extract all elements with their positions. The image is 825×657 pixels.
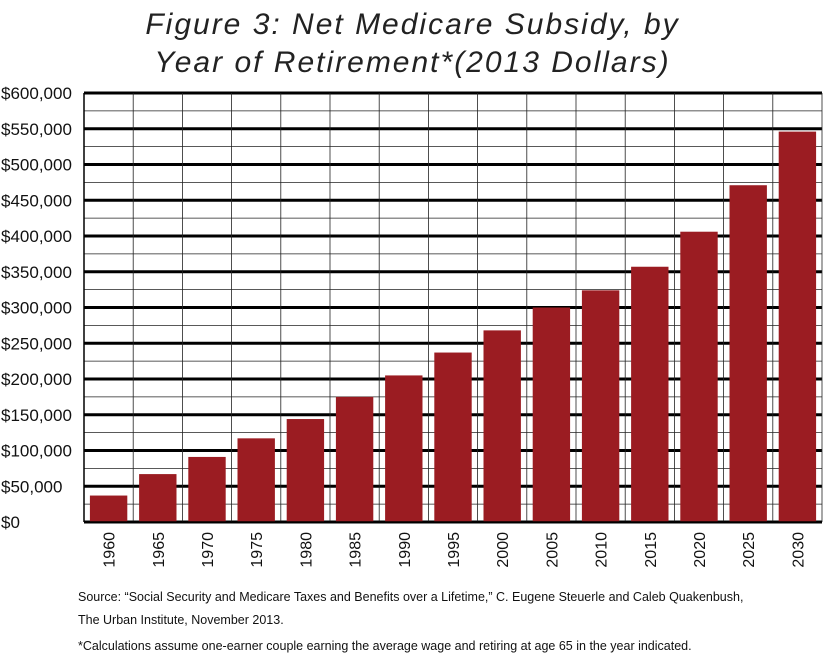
x-tick-label: 2025 xyxy=(741,532,758,568)
y-tick-label: $100,000 xyxy=(1,442,72,461)
bar xyxy=(385,375,423,522)
y-tick-label: $250,000 xyxy=(1,334,72,353)
y-tick-label: $350,000 xyxy=(1,263,72,282)
x-tick-label: 2000 xyxy=(495,532,512,568)
x-tick-label: 2015 xyxy=(643,532,660,568)
source-note-line-1: Source: “Social Security and Medicare Ta… xyxy=(78,590,744,604)
bar xyxy=(434,352,472,522)
x-tick-label: 1960 xyxy=(102,532,119,568)
chart-title-line-2: Year of Retirement*(2013 Dollars) xyxy=(154,46,671,79)
x-tick-label: 1995 xyxy=(446,532,463,568)
x-tick-label: 1990 xyxy=(397,532,414,568)
y-tick-label: $550,000 xyxy=(1,120,72,139)
y-tick-label: $400,000 xyxy=(1,227,72,246)
y-tick-label: $300,000 xyxy=(1,299,72,318)
chart-title-line-1: Figure 3: Net Medicare Subsidy, by xyxy=(145,8,680,41)
y-tick-label: $200,000 xyxy=(1,370,72,389)
x-tick-label: 1970 xyxy=(200,532,217,568)
bar xyxy=(631,266,669,522)
bar xyxy=(729,185,767,523)
bar xyxy=(335,396,374,522)
bar xyxy=(139,474,177,522)
bar xyxy=(532,307,571,522)
x-tick-label: 2020 xyxy=(692,532,709,568)
source-note-line-2: The Urban Institute, November 2013. xyxy=(78,613,284,627)
x-tick-label: 1985 xyxy=(348,532,365,568)
bar xyxy=(89,495,128,522)
calculation-note: *Calculations assume one-earner couple e… xyxy=(78,639,692,653)
x-tick-label: 2005 xyxy=(544,532,561,568)
y-tick-label: $600,000 xyxy=(1,84,72,103)
chart-title: Figure 3: Net Medicare Subsidy, by Year … xyxy=(0,6,825,82)
y-tick-label: $500,000 xyxy=(1,156,72,175)
bar xyxy=(778,131,817,523)
bar xyxy=(680,231,718,522)
bar xyxy=(483,330,521,522)
x-tick-label: 1965 xyxy=(151,532,168,568)
bar xyxy=(286,419,325,522)
y-tick-label: $150,000 xyxy=(1,406,72,425)
x-tick-label: 1980 xyxy=(298,532,315,568)
bar xyxy=(581,290,620,522)
bar xyxy=(188,456,226,522)
x-tick-label: 2030 xyxy=(790,532,807,568)
y-tick-label: $0 xyxy=(1,513,20,532)
x-tick-label: 2010 xyxy=(594,532,611,568)
bar xyxy=(237,438,275,522)
y-tick-label: $50,000 xyxy=(1,477,62,496)
x-tick-label: 1975 xyxy=(249,532,266,568)
y-tick-label: $450,000 xyxy=(1,191,72,210)
